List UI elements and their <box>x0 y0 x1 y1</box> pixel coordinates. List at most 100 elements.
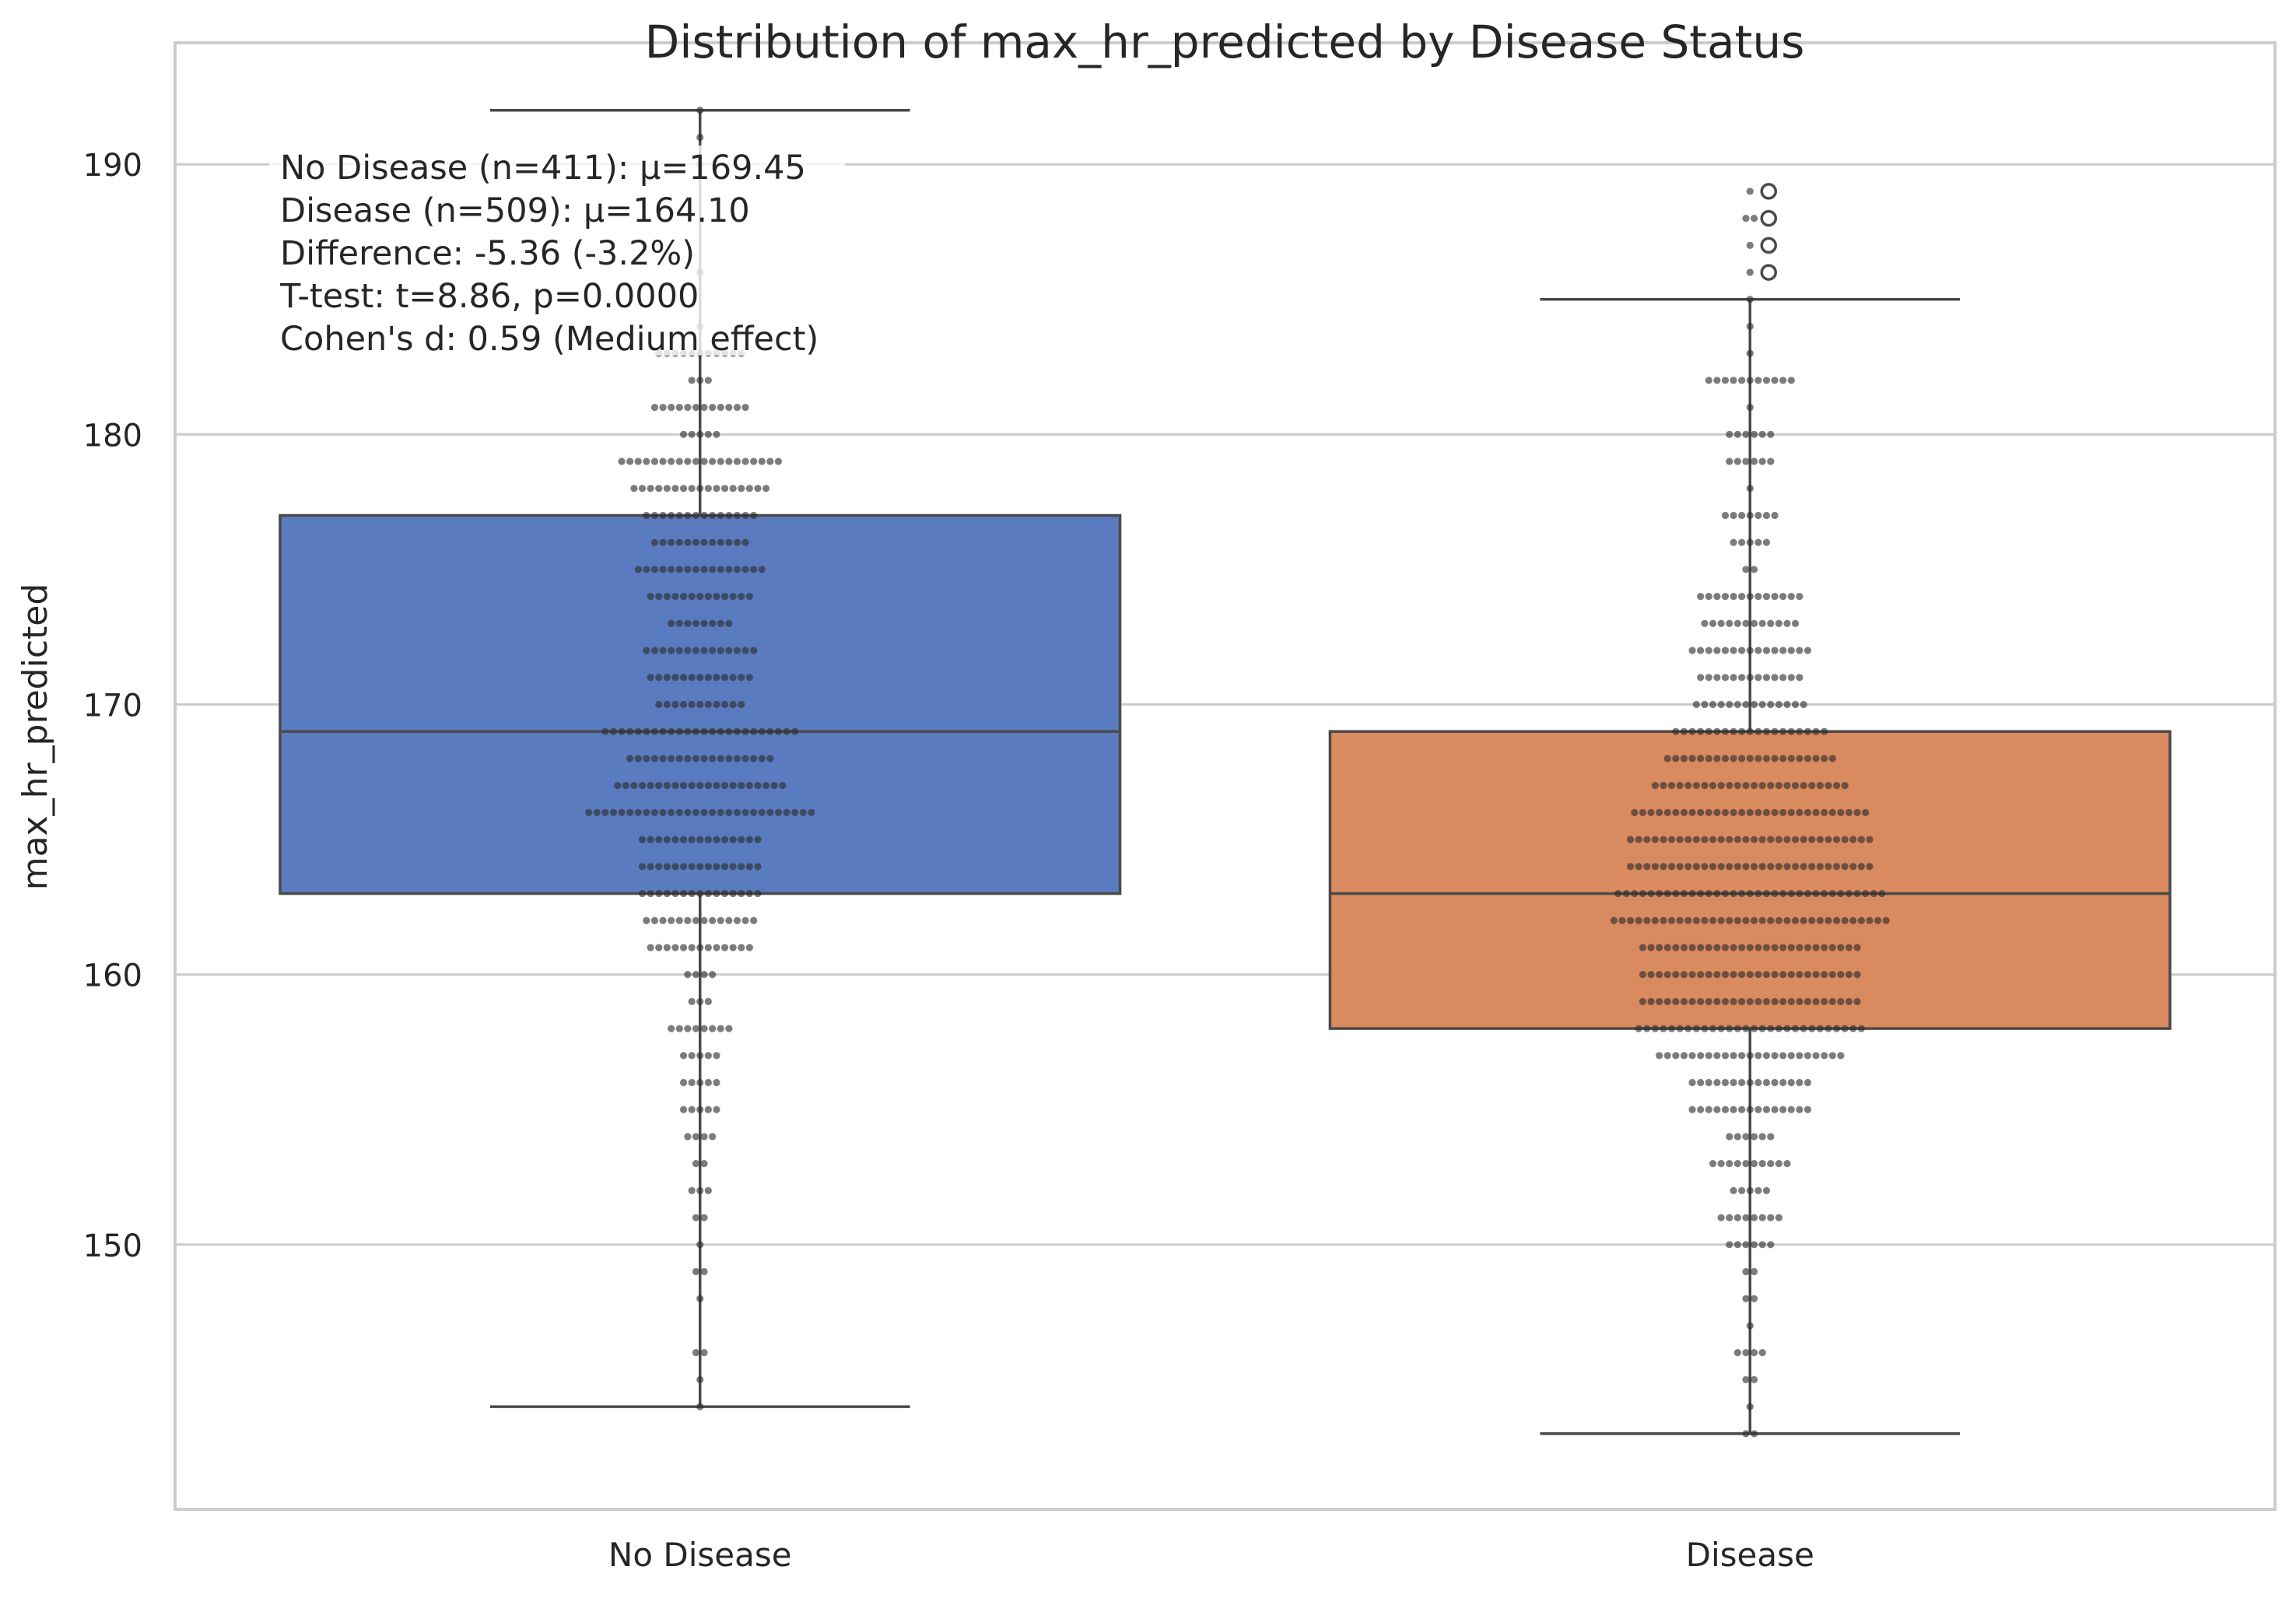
swarm-point <box>692 1349 700 1357</box>
swarm-point <box>713 700 720 709</box>
swarm-point <box>1647 997 1655 1005</box>
swarm-point <box>1639 971 1647 979</box>
swarm-point <box>1750 1241 1758 1249</box>
swarm-point <box>1705 593 1712 601</box>
swarm-point <box>1762 944 1771 951</box>
swarm-point <box>1626 916 1635 924</box>
swarm-point <box>585 808 593 816</box>
swarm-point <box>668 647 675 654</box>
swarm-point <box>1733 1160 1741 1168</box>
swarm-point <box>1697 674 1705 682</box>
swarm-point <box>1762 674 1771 682</box>
swarm-point <box>709 647 717 654</box>
swarm-point <box>758 457 766 465</box>
swarm-point <box>692 916 700 924</box>
swarm-point <box>733 755 741 762</box>
swarm-point <box>733 457 741 465</box>
swarm-point <box>696 1052 704 1060</box>
swarm-point <box>770 782 778 790</box>
swarm-point <box>1754 593 1762 601</box>
swarm-point <box>1762 377 1771 384</box>
swarm-point <box>704 485 712 492</box>
swarm-point <box>745 485 753 492</box>
swarm-point <box>601 727 609 735</box>
swarm-point <box>696 485 704 492</box>
swarm-point <box>679 700 688 709</box>
outlier-marker <box>1760 183 1777 200</box>
swarm-point <box>750 808 758 816</box>
swarm-point <box>1821 755 1828 762</box>
swarm-point <box>1828 889 1836 898</box>
swarm-point <box>1738 1106 1746 1113</box>
swarm-point <box>1701 916 1709 924</box>
swarm-point <box>696 1375 704 1383</box>
swarm-point <box>713 1052 720 1060</box>
swarm-point <box>741 457 749 465</box>
swarm-point <box>1845 808 1853 816</box>
swarm-point <box>1821 997 1828 1005</box>
swarm-point <box>647 944 654 951</box>
swarm-point <box>1771 511 1779 520</box>
swarm-point <box>1663 755 1671 762</box>
swarm-point <box>1746 755 1754 762</box>
swarm-point <box>1721 1052 1730 1060</box>
swarm-point <box>1754 377 1762 384</box>
swarm-point <box>799 808 807 816</box>
swarm-point <box>1812 997 1820 1005</box>
swarm-point <box>1730 1106 1737 1113</box>
swarm-point <box>1742 836 1750 843</box>
swarm-point <box>1742 1133 1750 1141</box>
swarm-point <box>758 755 766 762</box>
swarm-point <box>738 836 745 843</box>
swarm-point <box>1717 916 1725 924</box>
swarm-point <box>1787 377 1795 384</box>
swarm-point <box>663 944 671 951</box>
swarm-point <box>692 808 700 816</box>
swarm-point <box>1672 755 1680 762</box>
swarm-point <box>733 916 741 924</box>
swarm-point <box>1709 836 1717 843</box>
swarm-point <box>1705 997 1712 1005</box>
swarm-point <box>738 700 745 709</box>
swarm-point <box>1647 889 1655 898</box>
swarm-point <box>1697 593 1705 601</box>
annotation-line: Disease (n=509): μ=164.10 <box>280 191 750 230</box>
swarm-point <box>1651 863 1659 871</box>
swarm-point <box>1713 944 1721 951</box>
swarm-point <box>1688 944 1696 951</box>
swarm-point <box>750 457 758 465</box>
swarm-point <box>713 782 720 790</box>
swarm-point <box>700 1267 708 1276</box>
swarm-point <box>1758 782 1766 790</box>
swarm-point <box>1688 647 1696 654</box>
swarm-point <box>1697 727 1705 735</box>
swarm-point <box>758 727 766 735</box>
swarm-point <box>1825 916 1832 924</box>
swarm-point <box>1742 1430 1750 1438</box>
swarm-point <box>1746 1078 1754 1087</box>
swarm-point <box>1660 782 1667 790</box>
swarm-point <box>1746 1052 1754 1060</box>
swarm-point <box>659 404 667 412</box>
swarm-point <box>704 889 712 898</box>
swarm-point <box>1738 511 1746 520</box>
swarm-point <box>692 404 700 412</box>
swarm-point <box>655 485 663 492</box>
swarm-point <box>679 593 688 601</box>
swarm-point <box>1746 889 1754 898</box>
swarm-point <box>1762 647 1771 654</box>
swarm-point <box>1750 566 1758 573</box>
swarm-point <box>1705 1106 1712 1113</box>
swarm-point <box>655 944 663 951</box>
swarm-point <box>783 727 790 735</box>
swarm-point <box>1800 1025 1807 1032</box>
swarm-point <box>1709 863 1717 871</box>
swarm-point <box>1754 971 1762 979</box>
swarm-point <box>1758 1025 1766 1032</box>
swarm-point <box>729 836 737 843</box>
swarm-point <box>659 538 667 546</box>
swarm-point <box>1726 619 1733 627</box>
swarm-point <box>692 1025 700 1032</box>
swarm-point <box>1849 916 1857 924</box>
swarm-point <box>750 916 758 924</box>
